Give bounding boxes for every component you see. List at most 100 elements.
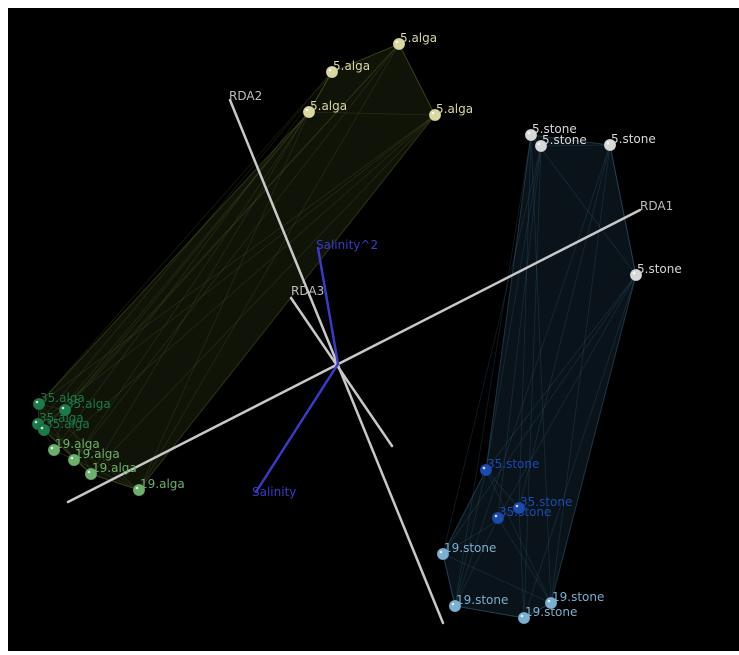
plot-background [8,8,739,651]
rda1-axis-label: RDA1 [640,199,673,213]
19-stone-point-label: 19.stone [552,590,604,604]
35-alga-point-highlight [61,406,65,410]
5-stone-point-highlight [527,131,531,135]
19-stone-point-label: 19.stone [456,593,508,607]
group-hulls [37,43,637,619]
stone-hull-edge [454,517,499,607]
5-stone-point [534,139,548,153]
19-alga-point-highlight [87,470,91,474]
5-alga-point-label: 5.alga [400,31,437,45]
stone-hull-edge [530,134,552,604]
alga-hull-edge [398,43,436,116]
stone-hull-edge [485,274,637,471]
35-alga-point-highlight [35,400,39,404]
stone-hull-edge [442,553,552,604]
5-alga-point-highlight [431,111,435,115]
rda1-axis-line [66,208,642,504]
35-alga-point-label: 35.alga [39,411,84,425]
stone-hull-edge [523,145,542,619]
stone-hull-edge [454,134,532,607]
19-stone-point [544,596,558,610]
alga-hull-edge [64,409,92,475]
5-alga-point-highlight [395,40,399,44]
alga-hull-edge [138,43,400,491]
5-stone-point [603,138,617,152]
19-alga-point-highlight [70,456,74,460]
alga-hull-edge [37,71,333,425]
alga-hull-edge [138,111,310,491]
alga-hull-edge [308,71,333,113]
19-alga-point-highlight [135,486,139,490]
35-stone-point-highlight [515,504,519,508]
alga-hull-edge [64,43,400,411]
stone-hull-edge [485,469,520,509]
rda3-axis-line [289,296,394,448]
19-alga-point [84,467,98,481]
5-alga-point-label: 5.alga [436,102,473,116]
alga-hull-edge [90,71,333,475]
35-stone-point-label: 35.stone [499,505,551,519]
salinity-2-vector [316,246,340,366]
stone-hull-edge [497,145,542,519]
5-stone-point [629,268,643,282]
19-stone-point [517,611,531,625]
19-stone-point-highlight [547,599,551,603]
stone-hull-edge [523,274,637,619]
alga-hull-edge [73,111,310,461]
stone-hull-edge [442,553,456,607]
5-stone-point-highlight [632,271,636,275]
19-alga-point-highlight [50,446,54,450]
alga-hull-edge [37,114,436,425]
stone-hull-edge [442,274,637,555]
stone-hull-edge [518,507,525,619]
5-alga-point-label: 5.alga [333,59,370,73]
5-alga-point [325,65,339,79]
19-alga-point-label: 19.alga [75,447,120,461]
5-alga-point-highlight [305,108,309,112]
19-alga-point-label: 19.alga [92,461,137,475]
stone-hull-edge [442,507,520,555]
alga-hull-edge [331,43,400,73]
rda3-axis-label: RDA3 [291,284,324,298]
35-alga-point-highlight [34,420,38,424]
alga-hull-edge [37,423,140,491]
stone-hull-edge [550,144,611,604]
5-stone-point-label: 5.stone [532,122,577,136]
19-alga-point [132,483,146,497]
35-alga-point-label: 35.alga [40,391,85,405]
stone-hull-edge [497,517,552,604]
19-alga-point-label: 19.alga [55,437,100,451]
alga-hull-edge [38,114,436,405]
35-alga-point-label: 35.alga [66,397,111,411]
stone-hull-edge [497,274,637,519]
5-stone-point-highlight [537,142,541,146]
alga-hull-edge [73,43,400,461]
35-alga-point-label: 35.alga [45,417,90,431]
stone-hull-edge [518,134,532,509]
35-alga-point [32,397,46,411]
stone-hull-edge [454,469,487,607]
alga-hull-edge [308,111,436,116]
19-alga-point [47,443,61,457]
5-stone-point-highlight [606,141,610,145]
5-alga-point [392,37,406,51]
35-stone-point-highlight [494,514,498,518]
19-alga-point-label: 19.alga [140,477,185,491]
stone-hull-edge [518,144,611,509]
19-stone-point-label: 19.stone [525,605,577,619]
35-stone-point [512,501,526,515]
biplot-vectors [254,246,340,494]
rda2-axis-label: RDA2 [229,89,262,103]
5-alga-point-label: 5.alga [310,99,347,113]
19-stone-point [436,547,450,561]
stone-hull-edge [485,469,552,604]
5-stone-point-label: 5.stone [611,132,656,146]
alga-hull-edge [38,71,333,405]
5-stone-point [524,128,538,142]
stone-hull-edge [454,605,525,619]
5-stone-point-label: 5.stone [542,133,587,147]
35-stone-point [479,463,493,477]
19-stone-point-highlight [451,602,455,606]
